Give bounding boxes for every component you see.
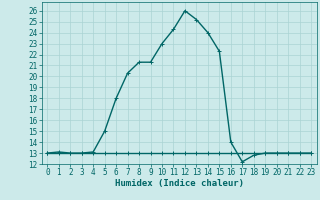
X-axis label: Humidex (Indice chaleur): Humidex (Indice chaleur) — [115, 179, 244, 188]
